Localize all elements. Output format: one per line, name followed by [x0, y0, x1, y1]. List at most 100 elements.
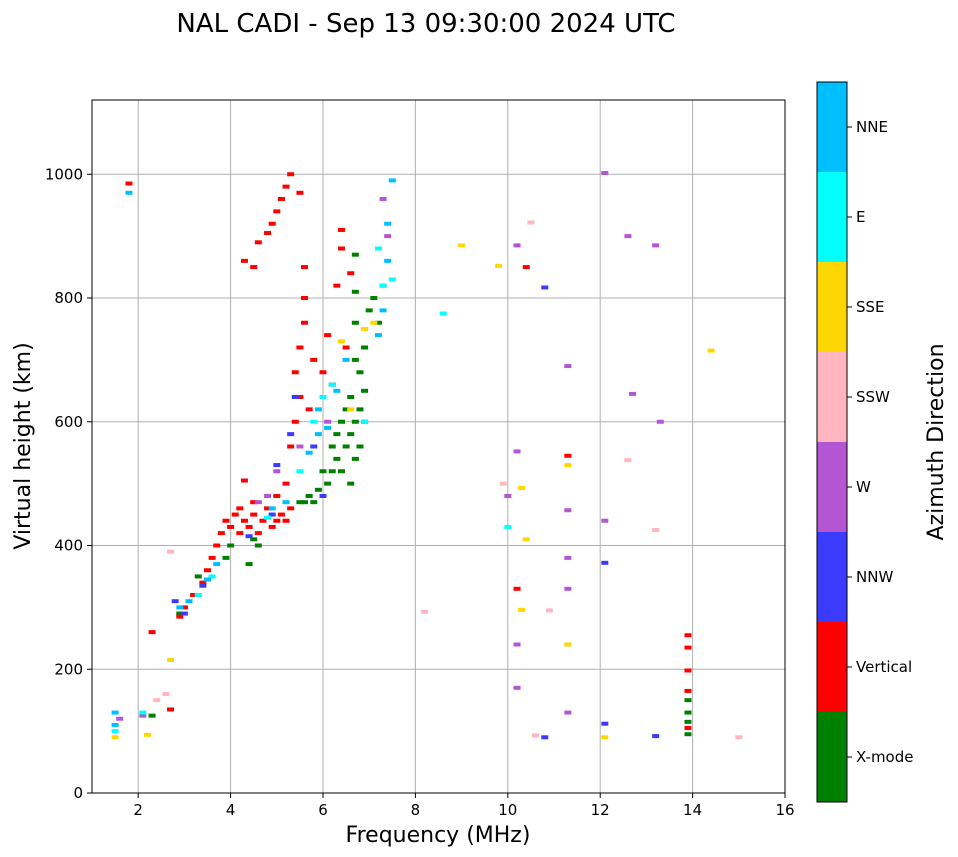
data-point-w — [264, 494, 272, 498]
data-point-vertical — [296, 345, 304, 350]
data-point-vertical — [324, 333, 332, 338]
data-point-vertical — [213, 543, 221, 548]
data-point-sse — [347, 407, 355, 412]
data-point-vertical — [296, 395, 304, 399]
data-point-x-mode — [176, 611, 184, 616]
data-point-x-mode — [250, 537, 258, 542]
data-point-vertical — [125, 181, 133, 186]
data-point-w — [564, 586, 572, 591]
data-point-vertical — [240, 258, 248, 263]
data-point-nnw — [541, 735, 549, 740]
data-point-x-mode — [333, 456, 341, 461]
data-point-vertical — [282, 518, 290, 523]
data-point-e — [194, 593, 202, 597]
data-point-vertical — [347, 271, 355, 276]
data-point-w — [564, 508, 572, 513]
data-point-e — [264, 515, 272, 520]
data-point-nne — [176, 605, 184, 610]
data-point-vertical — [190, 593, 198, 597]
x-axis-label: Frequency (MHz) — [346, 823, 531, 848]
data-point-vertical — [522, 265, 530, 270]
colorbar-tick-label: SSE — [856, 298, 885, 316]
colorbar-tick-label: Vertical — [856, 658, 912, 676]
data-point-vertical — [236, 506, 244, 511]
data-point-x-mode — [684, 698, 692, 703]
data-point-sse — [522, 537, 530, 542]
y-tick-label: 1000 — [45, 165, 83, 183]
data-point-vertical — [227, 524, 235, 529]
data-point-vertical — [254, 531, 262, 536]
data-point-x-mode — [222, 555, 230, 560]
data-point-nne — [204, 577, 211, 582]
data-point-x-mode — [254, 543, 262, 548]
data-point-nnw — [199, 583, 207, 588]
data-point-x-mode — [351, 456, 359, 461]
data-point-nnw — [601, 721, 609, 726]
data-point-x-mode — [324, 481, 332, 486]
x-tick-label: 16 — [775, 801, 794, 819]
data-point-nne — [268, 506, 276, 511]
data-point-nnw — [319, 494, 327, 498]
data-point-vertical — [222, 518, 230, 523]
data-point-nne — [388, 178, 396, 183]
data-point-e — [504, 524, 512, 529]
data-point-x-mode — [351, 357, 359, 362]
data-point-x-mode — [301, 500, 309, 505]
data-point-ssw — [652, 528, 660, 533]
data-point-vertical — [176, 614, 184, 619]
data-point-vertical — [333, 283, 341, 288]
data-point-vertical — [277, 512, 285, 517]
data-point-vertical — [301, 296, 309, 300]
data-point-e — [296, 469, 304, 474]
data-point-x-mode — [347, 481, 355, 486]
data-point-x-mode — [361, 345, 369, 350]
y-axis-ticks: 0 200 400 600 800 1000 — [45, 165, 92, 802]
data-point-ssw — [527, 220, 535, 225]
data-point-w — [564, 364, 572, 369]
y-tick-label: 600 — [54, 413, 83, 431]
data-point-w — [384, 234, 392, 239]
data-point-x-mode — [310, 500, 318, 505]
data-point-vertical — [231, 512, 239, 517]
colorbar-segment-nne — [817, 82, 847, 172]
data-point-w — [273, 469, 281, 474]
data-point-vertical — [337, 227, 345, 232]
data-point-sse — [518, 485, 526, 490]
data-point-vertical — [301, 265, 309, 270]
data-point-x-mode — [342, 444, 350, 449]
data-point-nne — [333, 388, 341, 393]
data-point-sse — [143, 732, 151, 737]
data-point-nne — [384, 221, 392, 226]
data-point-x-mode — [374, 320, 382, 325]
data-point-vertical — [250, 265, 258, 270]
data-point-w — [564, 710, 572, 715]
data-point-e — [379, 283, 387, 288]
data-point-vertical — [319, 370, 327, 375]
data-point-vertical — [180, 605, 188, 610]
x-tick-label: 4 — [226, 801, 236, 819]
data-point-x-mode — [194, 574, 202, 579]
x-axis-ticks: 2 4 6 8 10 12 14 16 — [133, 793, 795, 819]
data-point-w — [601, 171, 609, 176]
data-point-vertical — [236, 531, 244, 536]
data-point-e — [111, 729, 119, 734]
data-point-vertical — [254, 240, 262, 245]
data-point-nne — [282, 500, 290, 505]
data-point-x-mode — [684, 732, 692, 737]
data-point-vertical — [305, 407, 313, 412]
data-point-w — [379, 197, 387, 201]
data-point-w — [564, 555, 572, 560]
data-point-vertical — [564, 453, 572, 458]
colorbar-segment-w — [817, 442, 847, 532]
data-points — [111, 171, 743, 740]
colorbar-segment-e — [817, 172, 847, 262]
data-point-ssw — [499, 481, 507, 486]
data-point-x-mode — [370, 296, 378, 300]
data-point-sse — [361, 326, 369, 331]
data-point-x-mode — [319, 469, 327, 474]
data-point-vertical — [245, 524, 253, 529]
data-point-nnw — [287, 432, 295, 437]
colorbar-segment-sse — [817, 262, 847, 352]
data-point-vertical — [217, 531, 225, 536]
